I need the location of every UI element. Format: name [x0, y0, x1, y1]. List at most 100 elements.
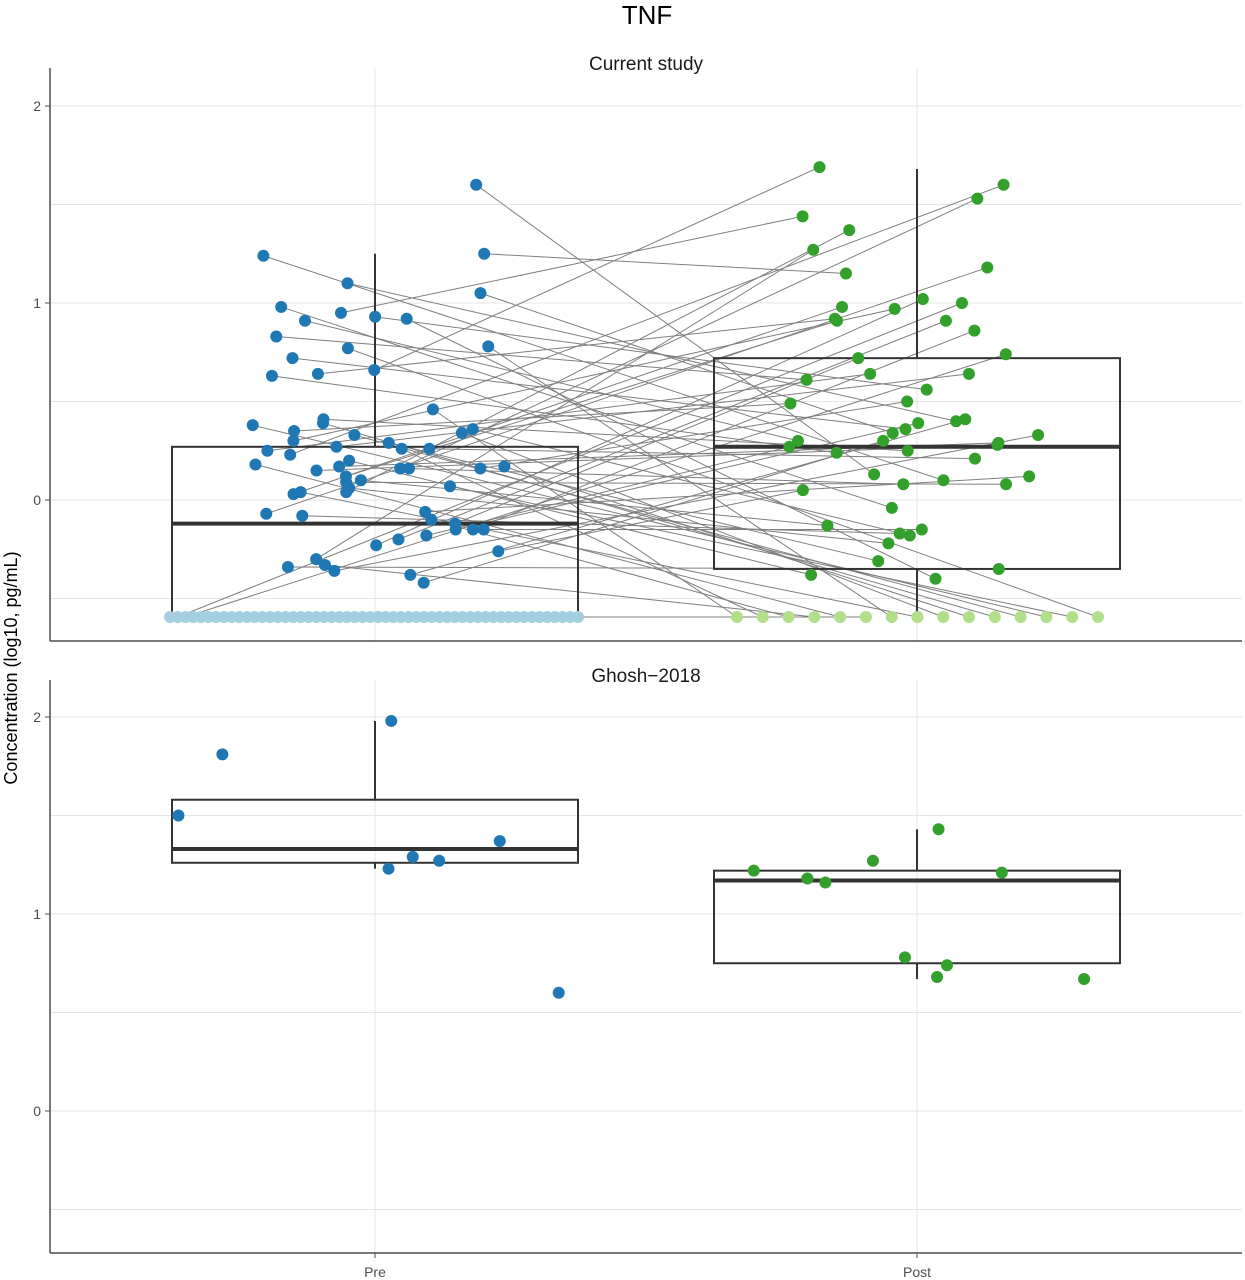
data-point-post: [783, 440, 796, 453]
data-point-below-detection-post: [1014, 611, 1027, 623]
box-pre: [171, 798, 579, 864]
data-point-post: [937, 474, 950, 487]
paired-line: [302, 515, 900, 534]
panel-1-axes: [45, 680, 1242, 1258]
y-tick-label: 2: [33, 98, 41, 114]
data-point-below-detection-post: [756, 611, 769, 623]
y-tick-label: 1: [33, 906, 41, 922]
data-point-post: [866, 854, 879, 867]
data-point-post: [981, 261, 994, 274]
paired-line: [461, 432, 944, 618]
data-point-pre: [341, 342, 354, 355]
data-point-pre: [246, 419, 259, 432]
paired-line: [409, 467, 904, 485]
paired-line: [425, 475, 1030, 513]
data-point-pre: [449, 523, 462, 536]
paired-line: [336, 373, 969, 448]
data-point-pre: [341, 277, 354, 290]
data-point-pre: [395, 442, 408, 455]
panel-current-study: Current study 0 1 2: [33, 54, 1242, 642]
paired-line: [360, 479, 828, 527]
panel-0-points: [164, 161, 1104, 623]
panel-1-grid: [50, 680, 1242, 1253]
data-point-post: [872, 555, 885, 568]
data-point-pre: [335, 306, 348, 319]
data-point-post: [997, 178, 1010, 191]
data-point-below-detection-post: [731, 611, 743, 623]
data-point-post: [932, 823, 945, 836]
data-point-post: [962, 367, 975, 380]
data-point-pre: [281, 560, 294, 573]
data-point-pre: [498, 460, 511, 473]
data-point-post: [931, 971, 944, 984]
panel-title-ghosh-2018: Ghosh−2018: [591, 666, 700, 687]
paired-line: [375, 298, 924, 546]
data-point-pre: [249, 458, 262, 471]
data-point-post: [843, 224, 856, 237]
data-point-pre: [477, 523, 490, 536]
paired-line: [293, 308, 895, 442]
data-point-pre: [275, 300, 288, 313]
data-point-pre: [392, 533, 405, 546]
data-point-post: [852, 352, 865, 365]
paired-line: [498, 489, 804, 552]
data-point-pre: [385, 714, 398, 727]
panel-title-current-study: Current study: [589, 54, 704, 75]
data-point-pre: [265, 369, 278, 382]
paired-line: [449, 485, 1073, 618]
data-point-post: [1078, 973, 1091, 986]
data-point-post: [901, 395, 914, 408]
data-point-pre: [257, 249, 270, 262]
data-point-pre: [433, 854, 446, 867]
y-axis-title: Concentration (log10, pg/mL): [1, 551, 21, 784]
data-point-post: [920, 383, 933, 396]
data-point-pre: [370, 539, 383, 552]
paired-line: [347, 282, 957, 422]
box-post: [713, 357, 1121, 570]
data-point-post: [929, 572, 942, 585]
data-point-pre: [343, 454, 356, 467]
paired-line: [334, 434, 1039, 572]
data-point-post: [792, 434, 805, 447]
data-point-post: [901, 444, 914, 457]
paired-line: [290, 184, 1004, 456]
data-point-pre: [470, 178, 483, 191]
data-point-pre: [420, 529, 433, 542]
data-point-post: [903, 529, 916, 542]
paired-line: [293, 306, 843, 495]
data-point-post: [1000, 478, 1013, 491]
data-point-pre: [340, 486, 353, 499]
data-point-post: [968, 452, 981, 465]
data-point-pre: [318, 559, 331, 572]
data-point-post: [805, 568, 818, 581]
data-point-pre: [270, 330, 283, 343]
paired-line: [294, 402, 791, 432]
data-point-below-detection-post: [859, 611, 872, 623]
data-point-pre: [455, 427, 468, 440]
data-point-pre: [354, 474, 367, 487]
paired-line: [388, 442, 879, 562]
data-point-pre: [417, 576, 430, 589]
data-point-pre: [296, 509, 309, 522]
paired-line: [454, 357, 859, 525]
data-point-pre: [426, 403, 439, 416]
data-point-post: [801, 872, 814, 885]
data-point-pre: [368, 363, 381, 376]
data-point-below-detection-post: [1066, 611, 1079, 623]
paired-line: [263, 255, 944, 481]
panel-0-grid: [50, 68, 1242, 641]
data-point-pre: [287, 488, 300, 501]
panel-0-y-ticks: 0 1 2: [33, 98, 41, 508]
paired-line: [266, 267, 988, 515]
paired-line: [484, 253, 846, 274]
data-point-pre: [216, 748, 229, 761]
box-post: [713, 869, 1121, 965]
x-tick-label-pre: Pre: [364, 1264, 386, 1280]
data-point-below-detection-post: [911, 611, 924, 623]
data-point-below-detection-post: [1040, 611, 1053, 623]
data-point-post: [995, 866, 1008, 879]
data-point-pre: [466, 423, 479, 436]
data-point-below-detection-post: [937, 611, 950, 623]
data-point-post: [813, 161, 826, 174]
